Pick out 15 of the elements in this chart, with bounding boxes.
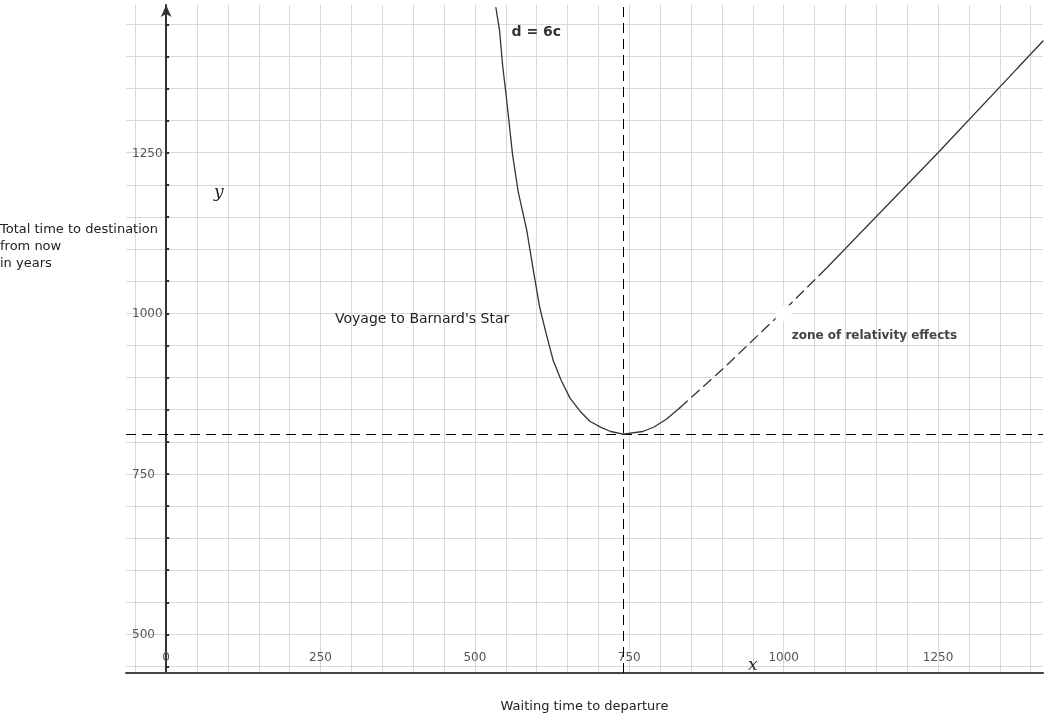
x-axis-title: Waiting time to departure (500, 698, 669, 713)
annotation: y (213, 180, 224, 201)
y-tick-label: 500 (132, 627, 155, 642)
x-tick-label: 1000 (768, 650, 799, 664)
y-axis-title: Total time to destination from now in years (0, 221, 159, 270)
x-tick-label: 1250 (922, 650, 954, 664)
y-tick-label: 1250 (132, 145, 163, 160)
text: Voyage to Barnard's Star (335, 310, 510, 326)
series-label: d = 6c (511, 22, 562, 39)
y-tick-label: 750 (132, 466, 155, 481)
annotation: zone of relativity effects (791, 328, 958, 343)
y-tick-label: 1000 (132, 306, 163, 321)
x-tick-label: 250 (309, 650, 332, 664)
annotation: x (748, 653, 758, 674)
x-tick-label: 500 (463, 650, 487, 664)
